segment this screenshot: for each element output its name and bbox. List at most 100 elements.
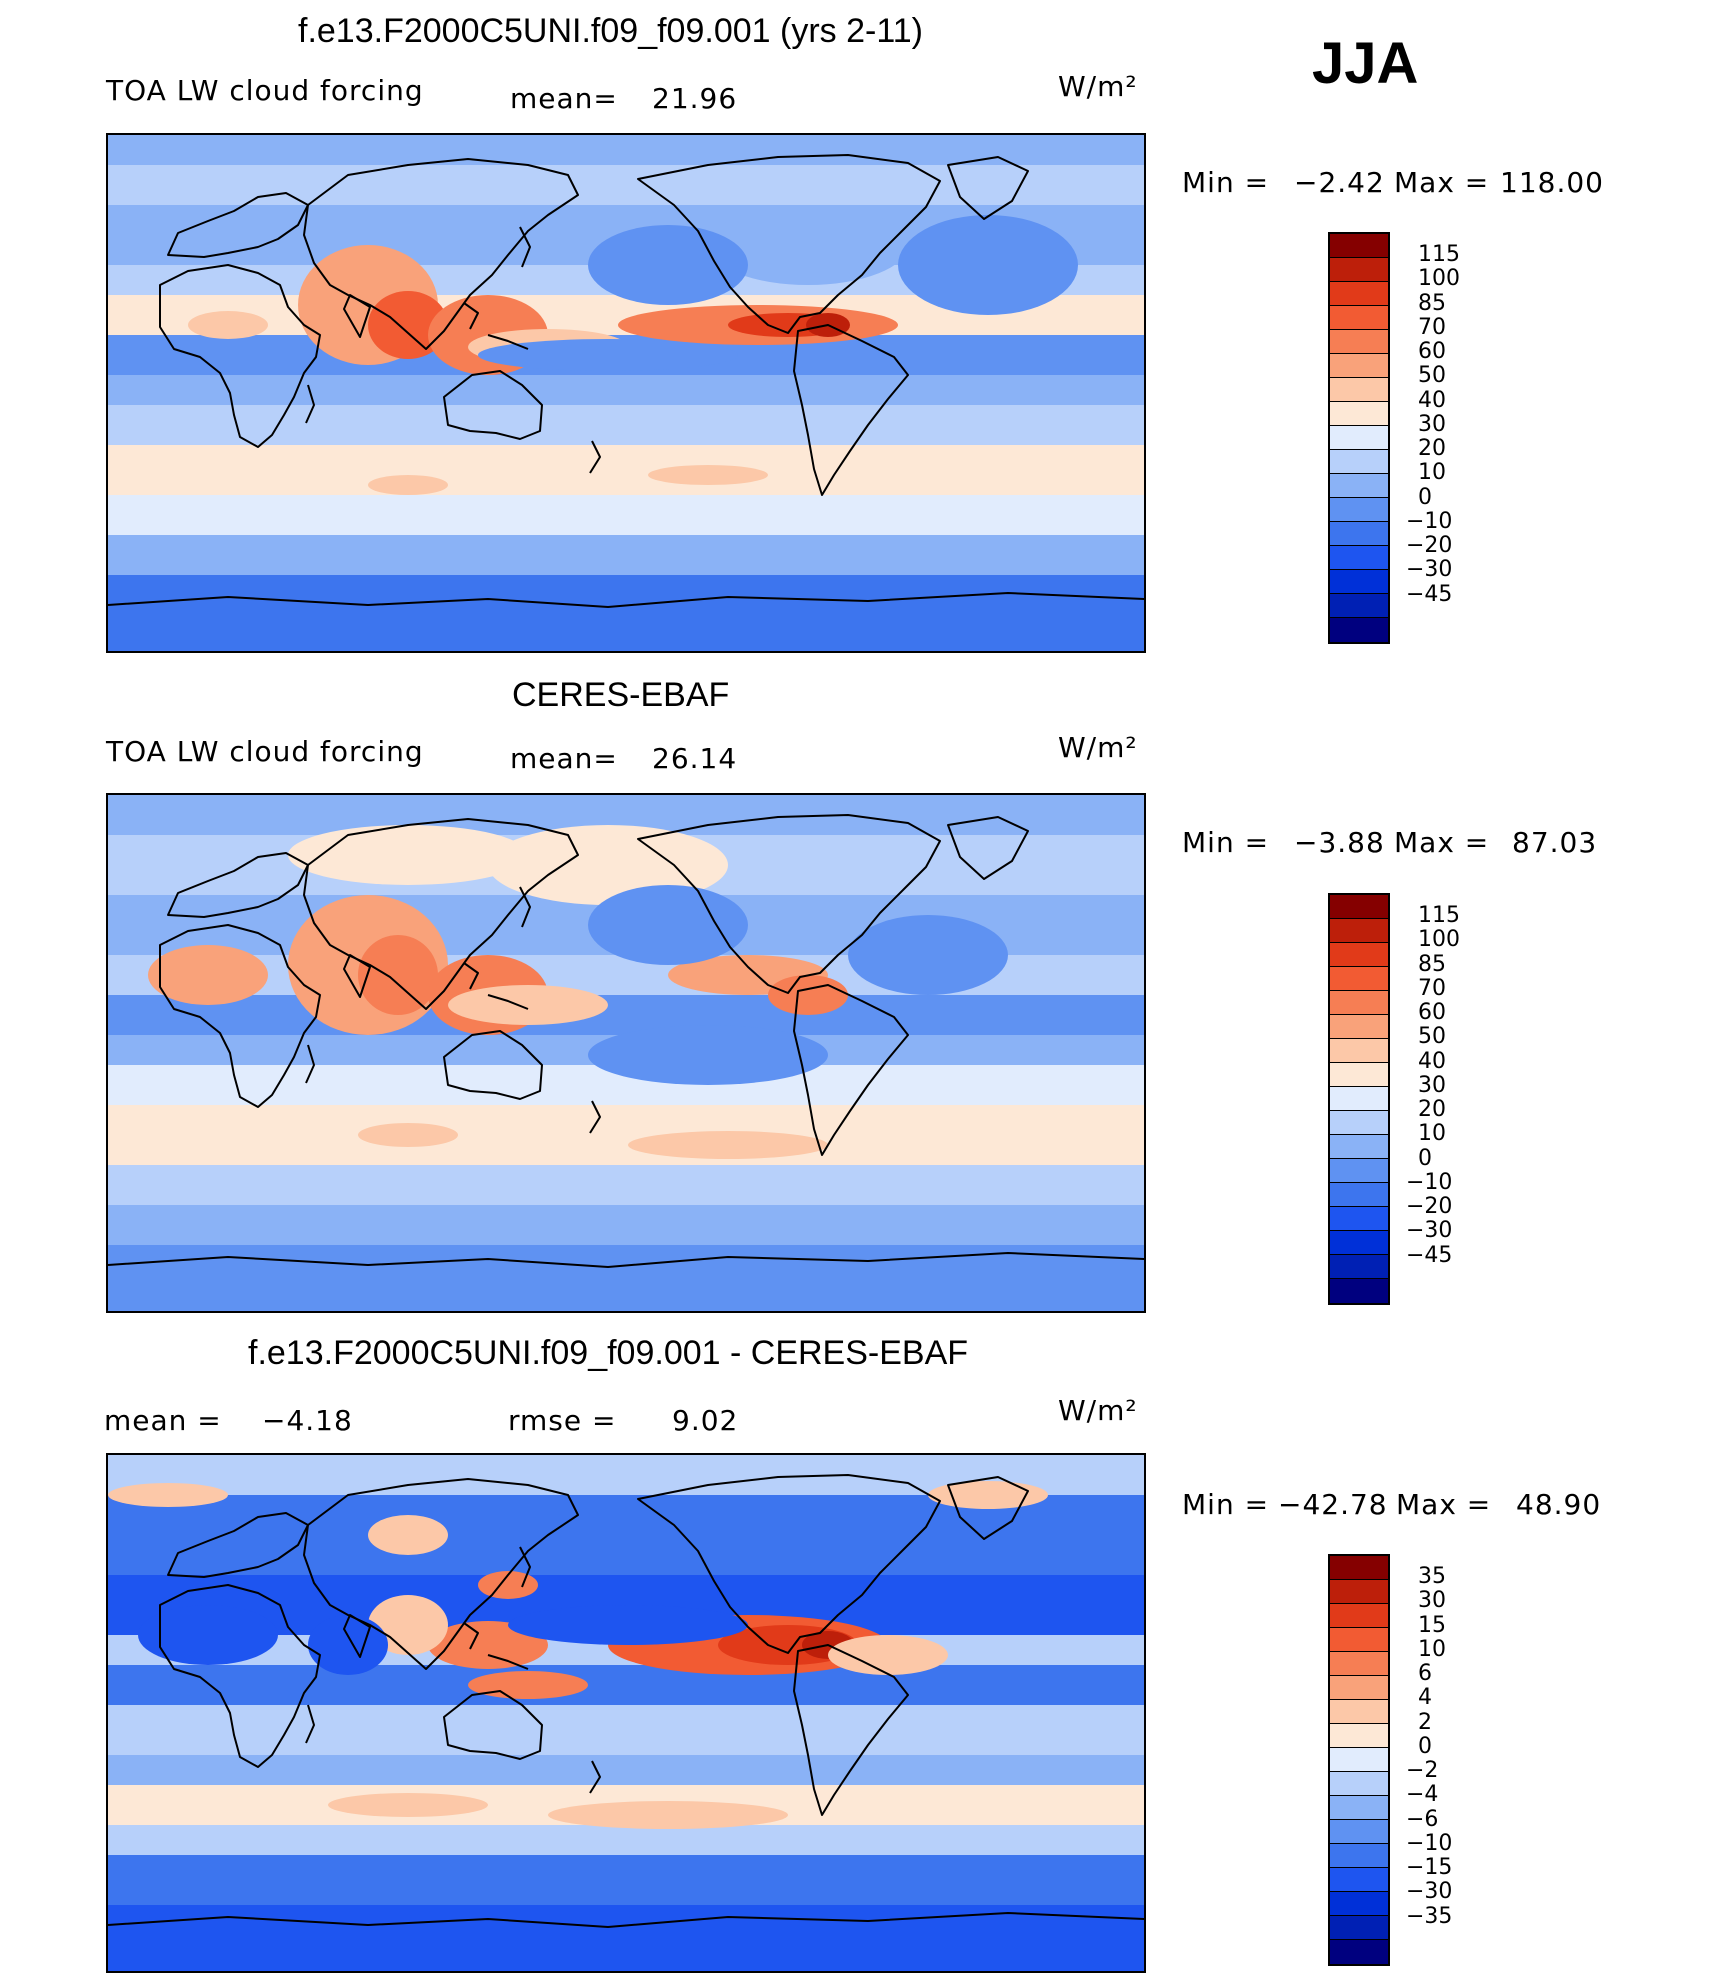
field-anomaly	[468, 1671, 588, 1699]
colorbar-swatch	[1330, 1255, 1388, 1279]
field-anomaly	[308, 1615, 388, 1675]
colorbar-tick-label: −10	[1406, 508, 1453, 534]
field-band	[108, 1665, 1144, 1706]
field-anomaly	[358, 935, 438, 1015]
colorbar-swatch	[1330, 1748, 1388, 1772]
field-anomaly	[588, 885, 748, 965]
coastline	[443, 1690, 543, 1760]
panel2-mean-value: 26.14	[652, 742, 738, 775]
panel3-units: W/m²	[1058, 1394, 1138, 1427]
colorbar-swatch	[1330, 1868, 1388, 1892]
colorbar-swatch	[1330, 1796, 1388, 1820]
coastline	[637, 814, 941, 994]
colorbar-tick-label: 20	[1418, 436, 1446, 462]
field-band	[108, 1855, 1144, 1906]
colorbar-tick-label: −2	[1406, 1758, 1439, 1784]
coastline	[947, 1476, 1029, 1540]
field-anomaly	[588, 1025, 828, 1085]
field-anomaly	[588, 225, 748, 305]
panel2-min-label: Min =	[1182, 826, 1270, 859]
field-band	[108, 1105, 1144, 1166]
coastline	[303, 158, 579, 350]
panel3-min-value: −42.78	[1278, 1488, 1388, 1521]
panel1-units: W/m²	[1058, 70, 1138, 103]
colorbar-tick-label: 50	[1418, 363, 1446, 389]
coastline	[463, 302, 479, 330]
field-anomaly	[848, 915, 1008, 995]
panel3-max-label: Max =	[1396, 1488, 1492, 1521]
field-anomaly	[368, 1595, 448, 1655]
coastline	[159, 1584, 321, 1768]
field-anomaly	[708, 205, 908, 285]
colorbar-tick-label: 35	[1418, 1564, 1446, 1590]
coastline	[463, 962, 479, 990]
coastline	[589, 1100, 601, 1134]
coastline	[519, 886, 531, 928]
colorbar-tick-label: 30	[1418, 411, 1446, 437]
field-anomaly	[828, 1635, 948, 1675]
panel2-variable-label: TOA LW cloud forcing	[106, 735, 424, 768]
panel3-title: f.e13.F2000C5UNI.f09_f09.001 - CERES-EBA…	[248, 1334, 969, 1372]
coastline	[793, 984, 909, 1156]
panel3-mean-label: mean =	[104, 1404, 222, 1437]
colorbar-swatch	[1330, 943, 1388, 967]
field-anomaly	[548, 1801, 788, 1829]
field-band	[108, 165, 1144, 206]
field-anomaly	[368, 291, 448, 359]
colorbar-swatch	[1330, 1556, 1388, 1580]
panel1-map	[106, 133, 1146, 653]
coastline	[589, 440, 601, 474]
field-anomaly	[368, 475, 448, 495]
colorbar-tick-label: 0	[1418, 484, 1432, 510]
field-band	[108, 575, 1144, 651]
colorbar-tick-label: 6	[1418, 1661, 1432, 1687]
panel3-max-value: 48.90	[1516, 1488, 1602, 1521]
colorbar-swatch	[1330, 1111, 1388, 1135]
colorbar-tick-label: 115	[1418, 903, 1460, 929]
colorbar-swatch	[1330, 1940, 1388, 1964]
colorbar-tick-label: 15	[1418, 1612, 1446, 1638]
field-anomaly	[108, 1483, 228, 1507]
field-band	[108, 535, 1144, 576]
field-band	[108, 1165, 1144, 1206]
colorbar-swatch	[1330, 306, 1388, 330]
colorbar-swatch	[1330, 474, 1388, 498]
coastline	[487, 1654, 529, 1670]
coastline	[108, 1912, 1144, 1928]
colorbar-swatch	[1330, 1207, 1388, 1231]
coastline	[108, 1252, 1144, 1268]
colorbar-tick-label: −15	[1406, 1855, 1453, 1881]
panel3-min-label: Min =	[1182, 1488, 1270, 1521]
coastline	[305, 1044, 315, 1084]
field-band	[108, 995, 1144, 1036]
colorbar-tick-label: −30	[1406, 1879, 1453, 1905]
colorbar-swatch	[1330, 1135, 1388, 1159]
field-band	[108, 1705, 1144, 1756]
colorbar-swatch	[1330, 498, 1388, 522]
coastline	[159, 924, 321, 1108]
panel2-colorbar	[1328, 893, 1390, 1305]
colorbar-tick-label: −6	[1406, 1806, 1439, 1832]
panel1-max-label: Max =	[1394, 166, 1490, 199]
field-anomaly	[138, 1605, 278, 1665]
colorbar-tick-label: −20	[1406, 1194, 1453, 1220]
field-band	[108, 495, 1144, 536]
colorbar-tick-label: 0	[1418, 1733, 1432, 1759]
field-anomaly	[368, 1515, 448, 1555]
coastline	[343, 954, 371, 998]
panel2-map-plot	[108, 795, 1144, 1311]
colorbar-swatch	[1330, 594, 1388, 618]
coastline	[519, 1546, 531, 1588]
field-anomaly	[898, 215, 1078, 315]
coastline	[519, 226, 531, 268]
panel3-rmse-value: 9.02	[672, 1404, 739, 1437]
colorbar-tick-label: 85	[1418, 951, 1446, 977]
colorbar-tick-label: 2	[1418, 1709, 1432, 1735]
panel1-min-label: Min =	[1182, 166, 1270, 199]
field-band	[108, 1495, 1144, 1576]
field-anomaly	[328, 1793, 488, 1817]
panel2-title: CERES-EBAF	[512, 676, 730, 714]
field-band	[108, 1205, 1144, 1246]
colorbar-tick-label: 30	[1418, 1588, 1446, 1614]
panel2-min-value: −3.88	[1294, 826, 1385, 859]
